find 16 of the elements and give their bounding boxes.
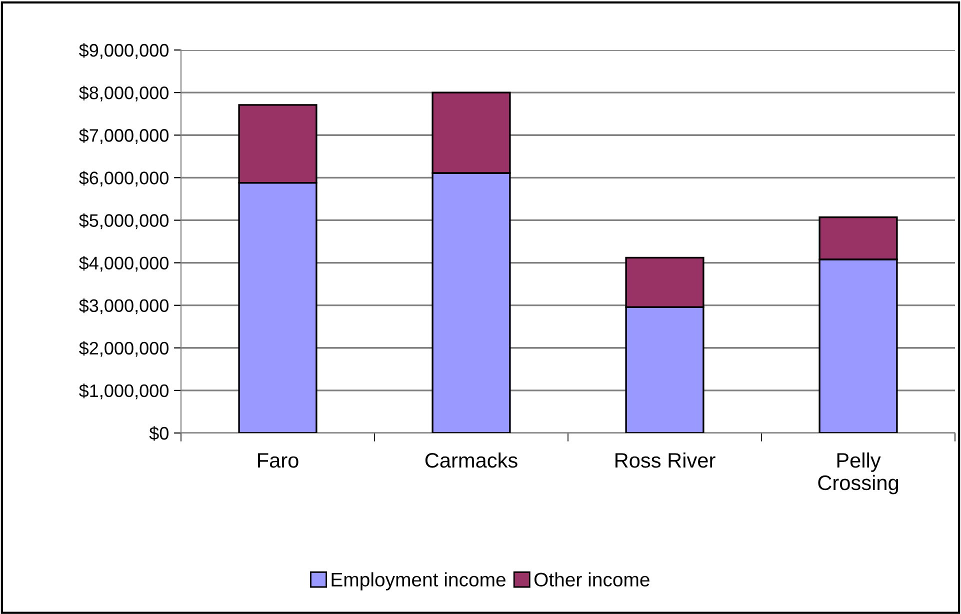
y-tick-label: $3,000,000	[79, 298, 168, 314]
y-tick-label: $2,000,000	[79, 341, 168, 357]
x-tick-label: Ross River	[616, 452, 716, 468]
y-tick-label: $1,000,000	[79, 384, 168, 400]
y-tick-label: $8,000,000	[79, 86, 168, 102]
y-tick-label: $4,000,000	[79, 256, 168, 272]
y-tick-label: $5,000,000	[79, 213, 168, 230]
legend-label: Employment income	[332, 572, 506, 590]
x-tick-label: Faro	[258, 453, 298, 468]
y-tick-label: $7,000,000	[79, 128, 168, 144]
y-tick-label: $6,000,000	[79, 170, 168, 187]
x-tick-label: Carmacks	[425, 452, 518, 468]
x-tick-label: Pelly Crossing	[818, 452, 898, 494]
legend-label: Other income	[534, 572, 650, 587]
y-tick-label: $0	[149, 426, 168, 441]
y-tick-label: $9,000,000	[79, 43, 168, 59]
